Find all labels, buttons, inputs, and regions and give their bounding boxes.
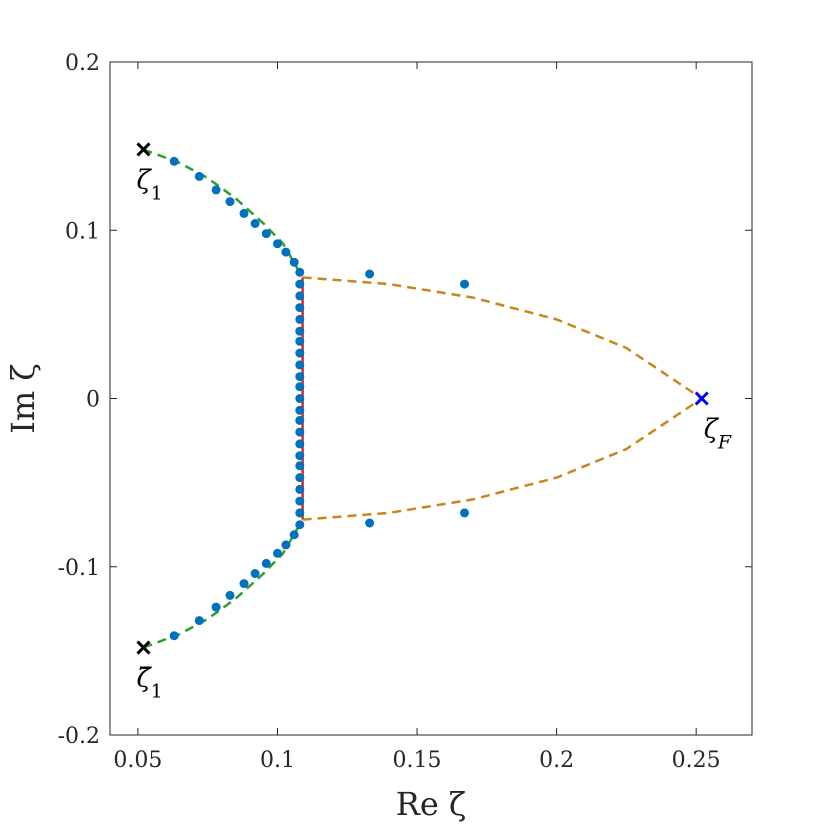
data-point [295,314,305,324]
x-tick-label: 0.1 [260,748,295,773]
data-point [295,484,305,494]
zeta1-bar-x-icon [136,640,151,655]
y-tick-label: -0.2 [58,724,100,749]
x-axis-label: Re ζ [396,785,467,823]
data-point [295,520,305,530]
curve-orange-upper [302,276,703,400]
data-point [295,303,305,313]
data-point [295,326,305,336]
data-point [225,197,235,207]
data-point [295,473,305,483]
data-point [295,508,305,518]
data-point [295,451,305,461]
data-point [211,185,221,195]
data-point [295,360,305,370]
zeta1-label: ζ1 [136,165,162,204]
data-point [169,631,179,641]
data-point [295,415,305,425]
data-point [273,239,282,249]
x-tick-label: 0.25 [672,748,721,773]
curve-orange-lower [302,397,703,521]
data-point [261,558,271,568]
data-point [289,530,299,540]
zetaF-label: ζF [704,415,732,454]
marker-zeta1-bar: ζ̄1 [136,640,163,703]
data-point [295,348,305,358]
data-point [289,257,299,267]
zeta1-bar-label: ζ̄1 [136,664,162,703]
marker-zeta1: ζ1 [136,142,163,204]
y-axis-label: Im ζ [4,363,42,434]
x-tick-label: 0.15 [393,748,442,773]
data-point [460,279,469,289]
data-point [261,229,271,239]
data-point [194,171,204,181]
data-point [225,590,235,600]
data-point [273,548,282,558]
data-point [295,405,305,415]
data-point [295,461,305,471]
data-point [295,372,305,382]
data-point [295,382,305,392]
data-point [365,269,375,279]
x-tick-label: 0.05 [113,748,162,773]
data-point [239,579,249,589]
data-point [295,439,305,449]
data-point [365,518,375,528]
curve-green-upper [143,148,304,279]
data-point [194,616,204,626]
data-point [250,219,260,228]
data-point [281,247,291,257]
data-point [295,291,305,301]
data-point [295,267,305,277]
points-layer [169,156,469,641]
y-tick-label: -0.1 [58,556,100,581]
data-point [281,540,291,550]
zeta1-x-icon [136,142,151,157]
data-point [239,208,249,218]
data-point [295,394,305,403]
data-point [211,602,221,612]
data-point [169,156,179,166]
data-point [295,496,305,506]
data-point [295,279,305,289]
y-tick-label: 0.1 [65,219,100,244]
marker-zetaF: ζF [694,391,732,454]
zetaF-x-icon [694,391,709,406]
curve-green-lower [143,518,304,649]
y-tick-label: 0 [86,388,100,413]
data-point [295,336,305,346]
data-point [460,508,469,518]
data-point [295,427,305,437]
ticks-layer: 0.05 0.1 0.15 0.2 0.25 0.2 0.1 0 -0.1 -0.2 [58,51,752,773]
y-tick-label: 0.2 [65,51,100,76]
x-tick-label: 0.2 [539,748,574,773]
data-point [250,569,260,578]
special-markers-layer: ζ1 ζ̄1 ζF [136,142,732,703]
